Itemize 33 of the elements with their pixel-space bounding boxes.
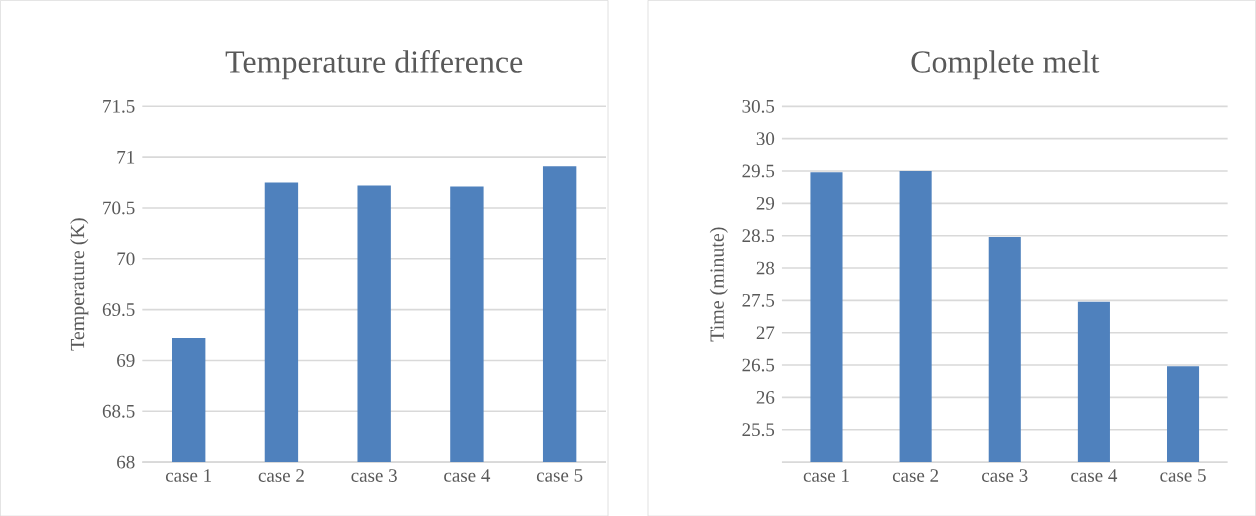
y-tick-label: 70: [117, 252, 135, 265]
x-tick-label: case 2: [258, 468, 304, 482]
x-tick-label: case 4: [1071, 468, 1118, 482]
x-tick-label: case 5: [536, 468, 583, 482]
y-tick-label: 28.5: [742, 229, 775, 242]
y-axis-title: Temperature (K): [70, 218, 89, 351]
y-tick-label: 26: [756, 390, 775, 404]
x-tick-label: case 1: [165, 468, 212, 482]
y-tick-label: 68.5: [102, 404, 135, 418]
x-tick-label: case 2: [892, 468, 939, 482]
y-tick-label: 68: [117, 455, 135, 469]
y-tick-label: 71.5: [103, 99, 135, 113]
chart-title: Complete melt: [911, 50, 1100, 80]
y-tick-label: 26.5: [742, 358, 775, 372]
y-tick-label: 28: [756, 261, 775, 275]
y-tick-label: 25.5: [742, 423, 775, 436]
y-tick-label: 30.5: [742, 99, 775, 113]
y-tick-label: 69: [117, 353, 135, 367]
x-tick-label: case 5: [1160, 468, 1206, 482]
chart-title: Temperature difference: [225, 49, 523, 80]
y-tick-label: 27: [756, 326, 775, 339]
x-tick-label: case 1: [803, 468, 849, 482]
y-tick-label: 29: [756, 196, 775, 210]
y-tick-label: 30: [756, 132, 775, 145]
y-tick-label: 71: [117, 150, 135, 164]
y-tick-label: 69.5: [102, 302, 135, 316]
x-tick-label: case 3: [351, 468, 397, 482]
y-axis-title: Time (minute): [709, 227, 728, 342]
y-tick-label: 70.5: [103, 201, 135, 215]
y-tick-label: 27.5: [742, 293, 775, 307]
y-tick-label: 29.5: [742, 164, 775, 178]
x-tick-label: case 3: [982, 468, 1028, 482]
x-tick-label: case 4: [444, 468, 491, 482]
